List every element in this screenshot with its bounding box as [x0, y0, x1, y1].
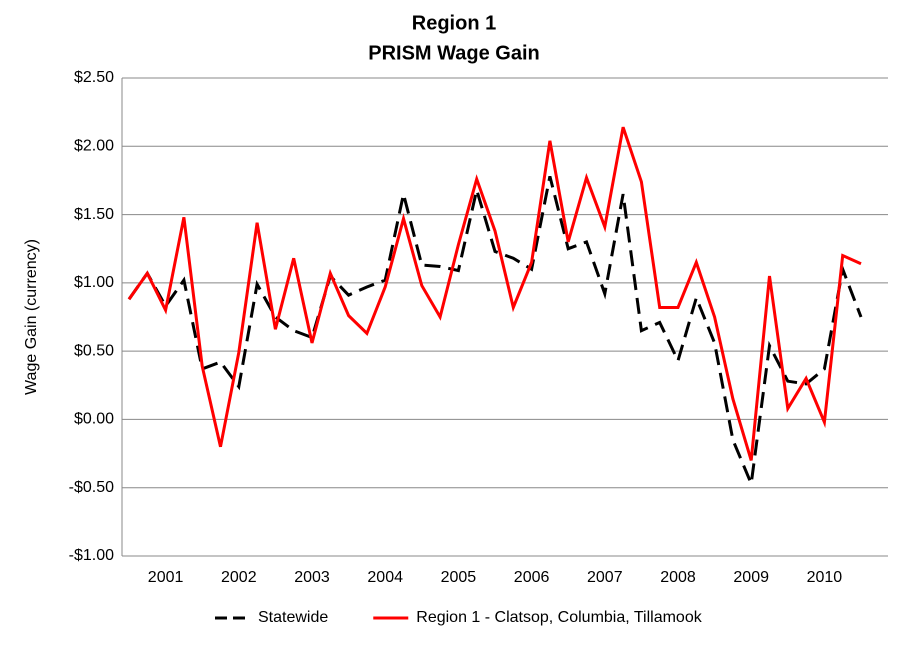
y-tick-label: $1.50: [74, 206, 114, 223]
x-tick-label: 2009: [733, 569, 769, 586]
y-tick-label: $0.50: [74, 342, 114, 359]
y-tick-label: -$0.50: [69, 479, 114, 496]
chart-subtitle: PRISM Wage Gain: [368, 42, 540, 64]
legend-label: Region 1 - Clatsop, Columbia, Tillamook: [416, 609, 702, 626]
y-tick-label: $0.00: [74, 411, 114, 428]
x-tick-label: 2003: [294, 569, 330, 586]
x-tick-label: 2002: [221, 569, 257, 586]
data-line: [127, 126, 862, 461]
x-tick-label: 2008: [660, 569, 696, 586]
x-tick-label: 2007: [587, 569, 623, 586]
y-tick-label: $1.00: [74, 274, 114, 291]
y-tick-label: -$1.00: [69, 547, 114, 564]
x-tick-label: 2005: [441, 569, 477, 586]
x-tick-label: 2004: [367, 569, 403, 586]
y-tick-label: $2.00: [74, 138, 114, 155]
y-axis-label: Wage Gain (currency): [23, 239, 40, 395]
chart-title: Region 1: [412, 12, 496, 34]
y-tick-label: $2.50: [74, 69, 114, 86]
legend-label: Statewide: [258, 609, 328, 626]
data-line: [127, 175, 863, 490]
x-tick-label: 2001: [148, 569, 184, 586]
x-tick-label: 2006: [514, 569, 550, 586]
x-tick-label: 2010: [807, 569, 843, 586]
